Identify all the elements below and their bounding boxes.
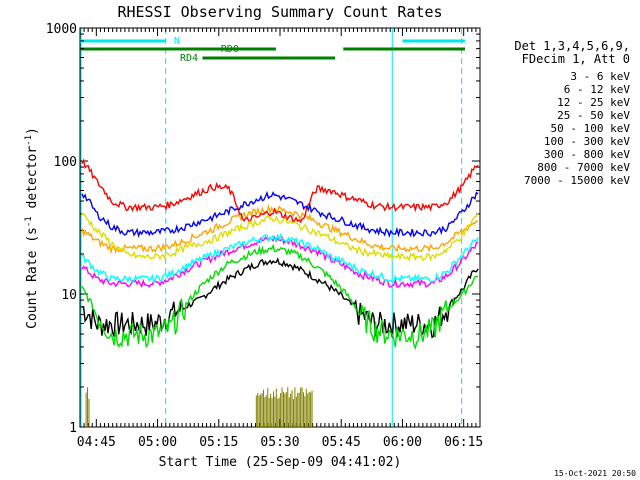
legend-label-8: 7000 - 15000 keV: [524, 174, 630, 187]
x-tick-label: 06:00: [383, 435, 422, 450]
series-line-6: [81, 190, 479, 239]
y-axis-label: Count Rate (s-1 detector-1): [24, 127, 40, 329]
x-tick-label: 05:15: [199, 435, 238, 450]
x-tick-label: 05:30: [260, 435, 299, 450]
y-label-mid: detector: [25, 146, 40, 217]
legend-label-5: 100 - 300 keV: [544, 135, 630, 148]
legend-label-6: 300 - 800 keV: [544, 148, 630, 161]
legend-label-4: 50 - 100 keV: [551, 122, 631, 135]
series-line-4: [81, 203, 479, 255]
y-tick-label: 100: [54, 155, 77, 170]
legend-label-0: 3 - 6 keV: [570, 70, 630, 83]
y-label-end: ): [25, 127, 40, 135]
y-tick-label: 1: [69, 421, 77, 436]
y-tick-label: 10: [61, 288, 77, 303]
x-tick-label: 05:00: [138, 435, 177, 450]
legend-label-1: 6 - 12 keV: [564, 83, 631, 96]
x-axis-label: Start Time (25-Sep-09 04:41:02): [159, 455, 402, 470]
y-tick-label: 1000: [46, 22, 77, 37]
y-label-sup2: -1: [24, 135, 34, 146]
series-line-2: [81, 243, 479, 351]
series-line-1: [81, 235, 479, 289]
timestamp: 15-Oct-2021 20:50: [554, 469, 636, 478]
attenuator-label: N: [174, 36, 180, 47]
x-tick-label: 05:45: [322, 435, 361, 450]
legend-header-2: FDecim 1, Att 0: [522, 52, 630, 66]
decimation-label: RD4: [180, 53, 198, 64]
series-line-0: [81, 257, 479, 339]
x-tick-label: 04:45: [77, 435, 116, 450]
y-label-sup1: -1: [24, 216, 34, 227]
series-line-5: [81, 158, 479, 224]
legend-label-2: 12 - 25 keV: [557, 96, 630, 109]
series-line-7: [81, 212, 479, 263]
plot-area: N RD0 RD4 1 10 100 1000 04:45 05:00 05:15 05:30 05:…: [46, 22, 484, 450]
legend: Det 1,3,4,5,6,9, FDecim 1, Att 0 3 - 6 k…: [514, 39, 631, 187]
x-tick-label: 06:15: [444, 435, 483, 450]
chart-title: RHESSI Observing Summary Count Rates: [117, 3, 442, 21]
legend-header-1: Det 1,3,4,5,6,9,: [514, 39, 630, 53]
decimation-label: RD0: [221, 44, 239, 55]
legend-label-7: 800 - 7000 keV: [537, 161, 630, 174]
series-line-3: [81, 232, 479, 285]
y-label-main: Count Rate (s: [25, 227, 40, 329]
legend-label-3: 25 - 50 keV: [557, 109, 630, 122]
